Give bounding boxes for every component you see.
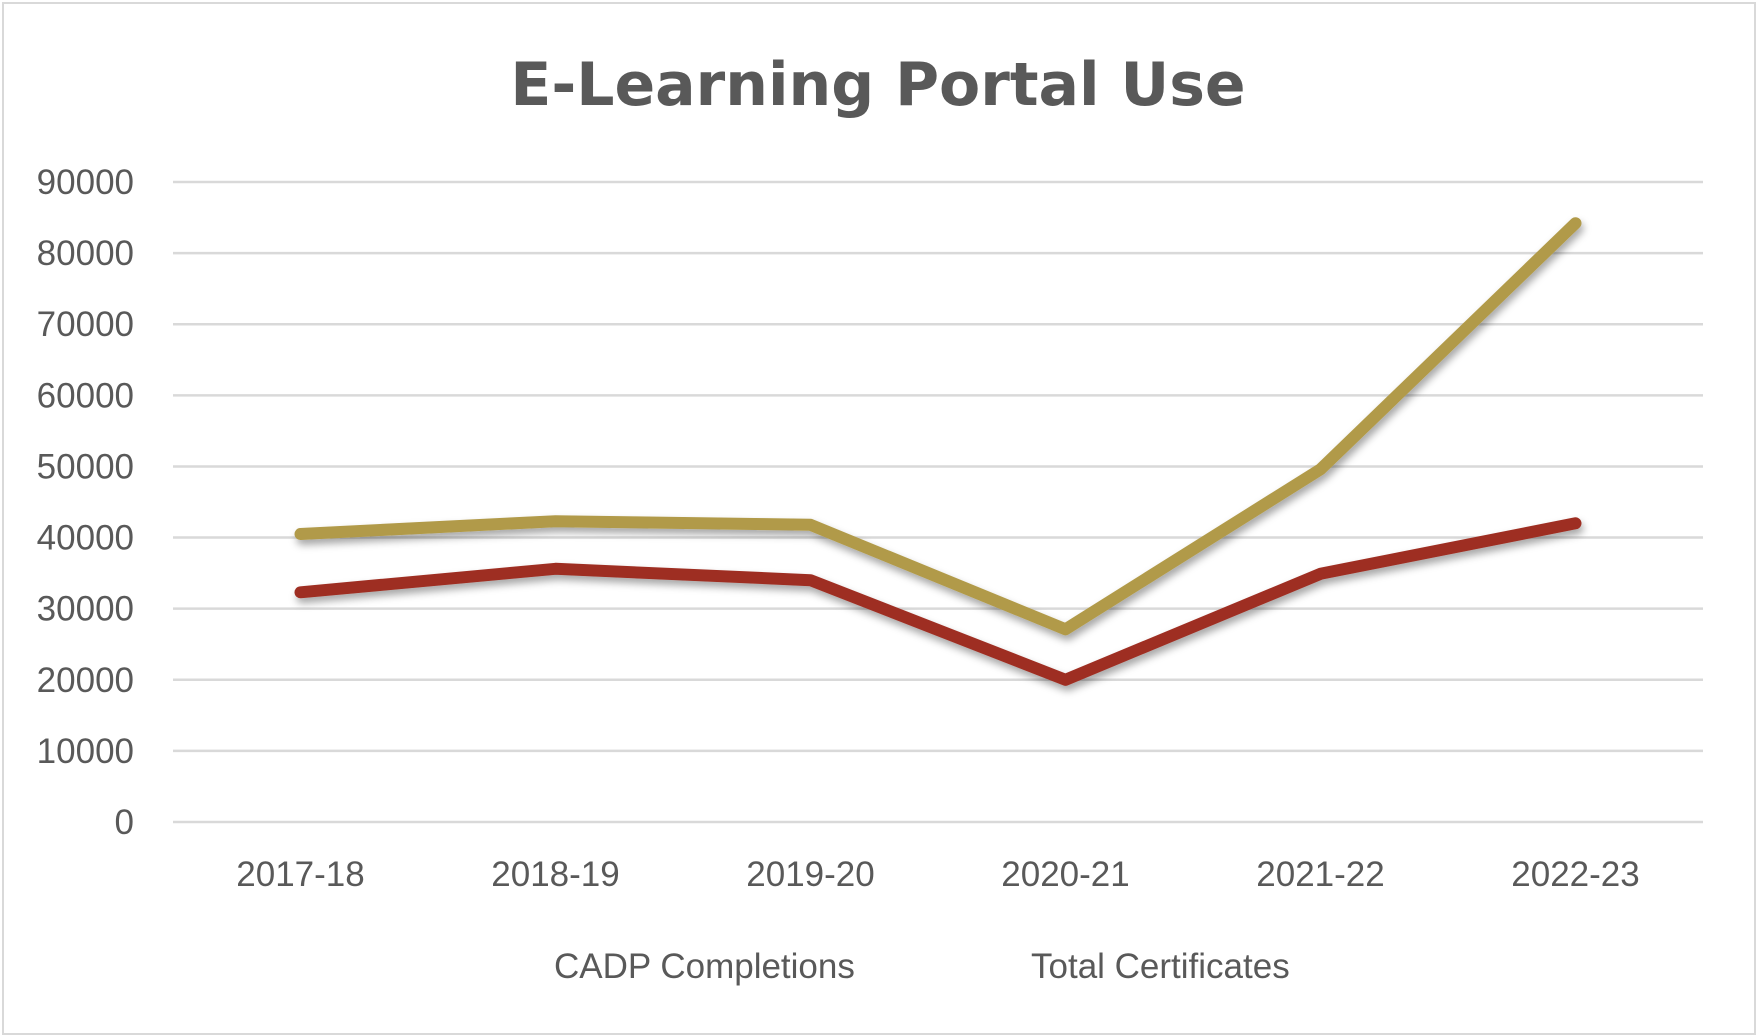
legend-label: CADP Completions: [554, 947, 855, 986]
y-tick-label: 0: [115, 803, 134, 842]
legend-label: Total Certificates: [1031, 947, 1290, 986]
y-tick-label: 80000: [37, 234, 134, 273]
x-tick-label: 2021-22: [1256, 855, 1384, 894]
x-tick-label: 2017-18: [236, 855, 364, 894]
y-tick-label: 10000: [37, 732, 134, 771]
x-tick-label: 2022-23: [1511, 855, 1639, 894]
y-tick-label: 30000: [37, 590, 134, 629]
y-axis-tick-labels: 0 10000 20000 30000 40000 50000 60000 70000 8000…: [37, 163, 134, 842]
gridlines: [173, 180, 1703, 824]
y-tick-label: 40000: [37, 519, 134, 558]
chart-title: E-Learning Portal Use: [510, 50, 1245, 120]
legend-item: Total Certificates: [928, 947, 1290, 986]
series-line-total-certificates: [294, 217, 1582, 636]
legend-item: CADP Completions: [451, 947, 855, 986]
x-tick-label: 2018-19: [491, 855, 619, 894]
y-tick-label: 50000: [37, 447, 134, 486]
y-tick-label: 60000: [37, 376, 134, 415]
series-lines: [294, 217, 1582, 686]
x-tick-label: 2020-21: [1001, 855, 1129, 894]
x-axis-tick-labels: 2017-18 2018-19 2019-20 2020-21 2021-22 2022-…: [236, 855, 1639, 894]
series-line-cadp-completions: [294, 517, 1582, 686]
y-tick-label: 90000: [37, 163, 134, 202]
y-tick-label: 20000: [37, 661, 134, 700]
y-tick-label: 70000: [37, 305, 134, 344]
legend: CADP Completions Total Certificates: [451, 947, 1290, 986]
x-tick-label: 2019-20: [746, 855, 874, 894]
